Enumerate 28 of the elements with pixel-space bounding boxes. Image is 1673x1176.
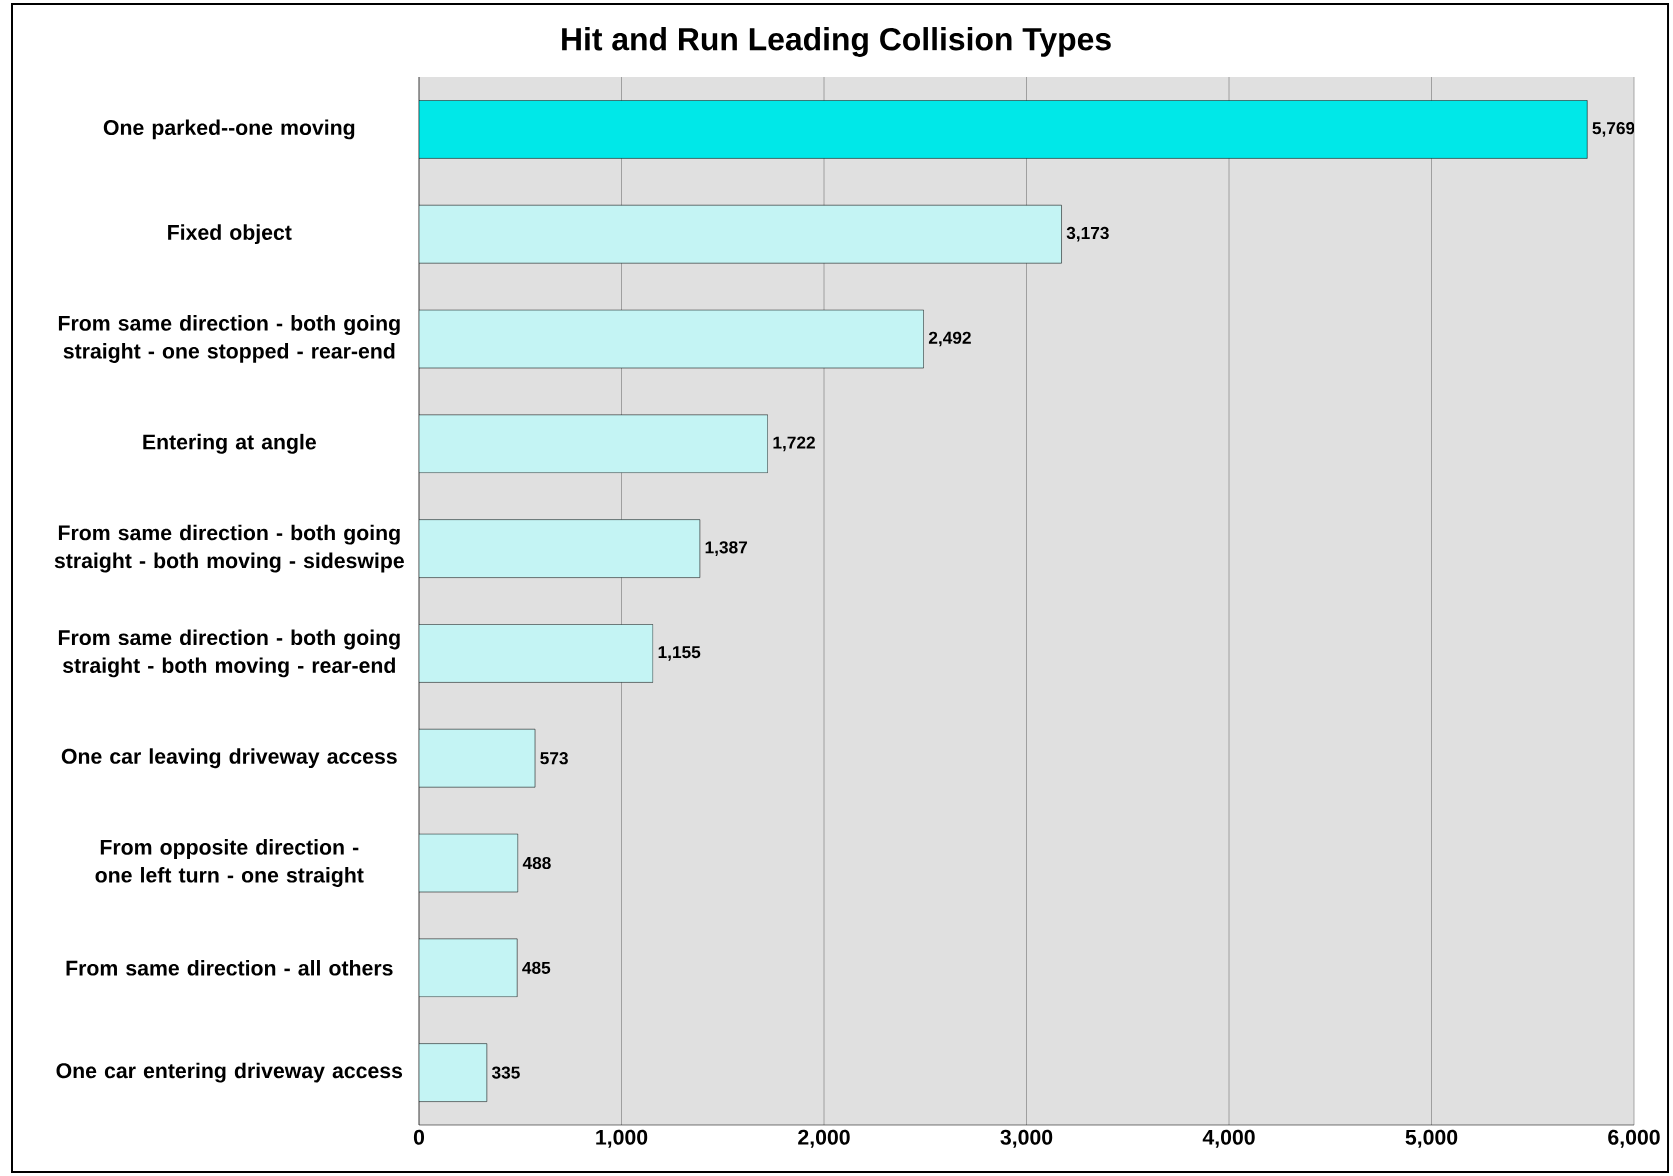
- data-label: 1,155: [658, 646, 701, 661]
- data-label: 5,769: [1592, 122, 1635, 137]
- y-tick-label: One parked--one moving: [103, 119, 355, 140]
- x-tick-label: 4,000: [1202, 1129, 1255, 1148]
- data-label: 488: [522, 856, 551, 870]
- data-label: 573: [540, 752, 568, 765]
- x-tick-label: 6,000: [1608, 1129, 1660, 1148]
- x-tick-label: 3,000: [1000, 1129, 1053, 1148]
- x-tick-label: 1,000: [596, 1129, 648, 1148]
- data-label: 485: [522, 961, 551, 974]
- data-label: 1,722: [773, 436, 815, 452]
- y-tick-label: One car leaving driveway access: [61, 748, 397, 769]
- data-label: 335: [491, 1066, 520, 1079]
- y-tick-label: From same direction - both going straight - one stopped - rear-end: [58, 315, 400, 363]
- data-label: 1,387: [705, 541, 748, 556]
- y-tick-label: One car entering driveway access: [56, 1062, 403, 1083]
- chart-title: Hit and Run Leading Collision Types: [562, 27, 1111, 57]
- y-tick-label: From same direction - both going straight - both moving - sideswipe: [54, 524, 404, 573]
- y-tick-label: From opposite direction - one left turn - one straight: [95, 839, 364, 887]
- y-tick-label: From same direction - both going straight - both moving - rear-end: [58, 629, 400, 678]
- x-tick-label: 0: [413, 1129, 425, 1145]
- x-tick-label: 2,000: [798, 1129, 850, 1148]
- y-tick-label: Entering at angle: [143, 433, 316, 454]
- data-label: 3,173: [1066, 226, 1109, 242]
- data-label: 2,492: [928, 331, 971, 347]
- y-tick-label: From same direction - all others: [66, 960, 393, 976]
- x-tick-label: 5,000: [1405, 1129, 1458, 1148]
- y-tick-label: Fixed object: [168, 224, 292, 245]
